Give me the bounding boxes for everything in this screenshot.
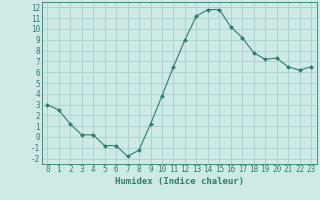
X-axis label: Humidex (Indice chaleur): Humidex (Indice chaleur)	[115, 177, 244, 186]
